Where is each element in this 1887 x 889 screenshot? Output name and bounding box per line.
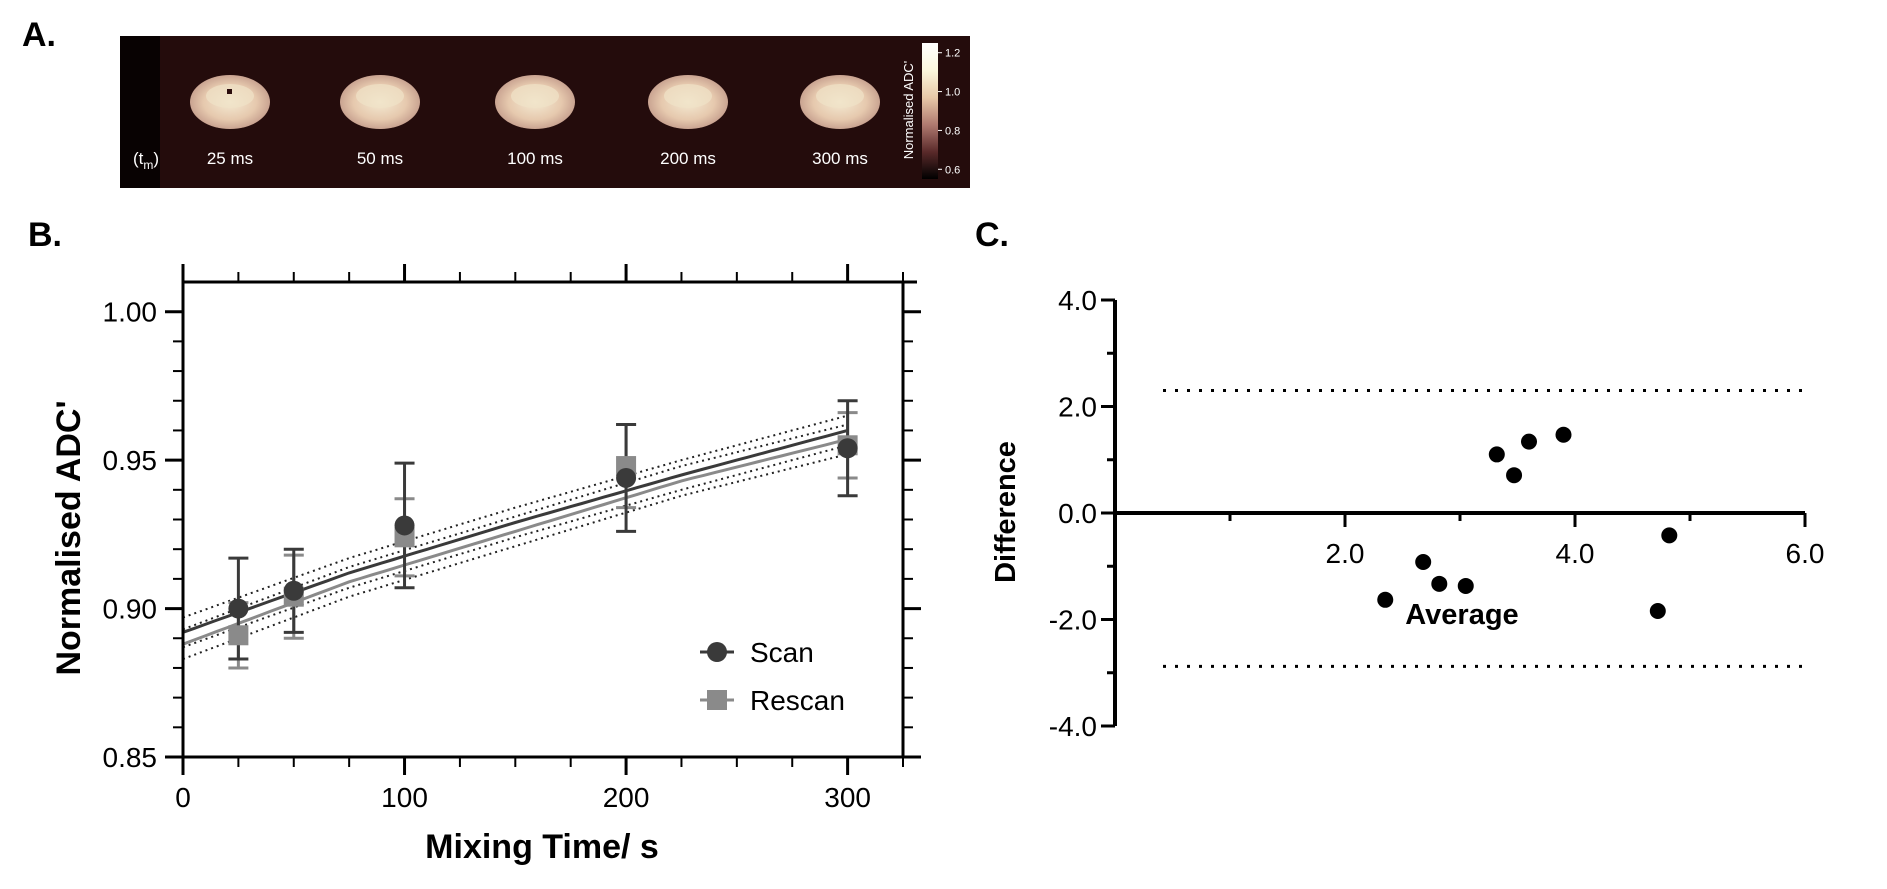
c-y-tick-label: -2.0 [1049, 605, 1097, 636]
c-point [1649, 602, 1666, 619]
slice-label-300: 300 ms [812, 149, 868, 168]
colorbar-tick-label: 0.6 [945, 164, 960, 176]
tm-label-sub: m [143, 158, 153, 172]
c-xlabel: Average [1405, 599, 1518, 631]
b-y-tick-label: 0.85 [103, 742, 158, 773]
c-point [1661, 527, 1678, 544]
brain-slice-3 [495, 75, 575, 129]
b-confidence-lower-rescan [182, 453, 848, 660]
b-point-scan [283, 580, 304, 601]
c-y-tick-label: 0.0 [1058, 498, 1097, 529]
brain-slice-highlight [816, 84, 864, 108]
slice-label-50: 50 ms [357, 149, 403, 168]
b-y-tick-label: 0.90 [103, 594, 158, 625]
brain-slice-highlight [356, 84, 404, 108]
c-ylabel: Difference [990, 441, 1022, 583]
b-y-tick-label: 0.95 [103, 445, 158, 476]
c-point [1555, 426, 1572, 443]
b-y-tick-label: 1.00 [103, 297, 158, 328]
b-confidence-upper-scan [182, 414, 848, 619]
tm-label-close: ) [153, 149, 159, 168]
b-x-tick-label: 300 [824, 782, 871, 813]
panel-a-letter: A. [22, 16, 56, 54]
b-legend: Scan Rescan [700, 637, 845, 716]
c-y-tick-label: 2.0 [1058, 392, 1097, 423]
slice-label-200: 200 ms [660, 149, 716, 168]
panel-c-chart: 4.0 2.0 0.0 -2.0 -4.0 2.0 4.0 6.0 Average Diffe… [990, 285, 1824, 742]
legend-scan-marker [707, 642, 727, 662]
legend-scan-label: Scan [750, 637, 814, 668]
colorbar-label: Normalised ADC' [901, 61, 916, 160]
c-x-tick-label: 4.0 [1556, 538, 1595, 569]
slice-label-25: 25 ms [207, 149, 253, 168]
b-confidence-lower-scan [182, 444, 848, 649]
brain-slice-dark-spot [227, 89, 232, 94]
c-y-tick-label: -4.0 [1049, 711, 1097, 742]
colorbar [922, 43, 938, 179]
brain-slice-highlight [206, 84, 254, 108]
b-x-tick-label: 200 [603, 782, 650, 813]
brain-slice-2 [340, 75, 420, 129]
colorbar-tick-label: 1.2 [945, 48, 960, 60]
colorbar-tick-label: 0.8 [945, 125, 960, 137]
b-point-scan [228, 598, 249, 619]
c-point [1506, 467, 1523, 484]
c-point [1377, 591, 1394, 608]
colorbar-tick-label: 1.0 [945, 87, 960, 99]
colorbar-ticks: 1.2 1.0 0.8 0.6 [938, 48, 960, 176]
c-point [1521, 433, 1537, 450]
b-point-scan [394, 515, 415, 536]
brain-slice-5 [800, 75, 880, 129]
c-point [1415, 553, 1432, 570]
b-fit-line-rescan [182, 437, 848, 646]
panel-c-letter: C. [975, 216, 1009, 254]
b-confidence-upper-rescan [182, 423, 848, 631]
panel-b-chart: 0 100 200 300 0.85 0.90 0.95 1.00 Mixing Time/ … [50, 264, 921, 866]
panel-a: (tm) 25 ms 50 ms 100 ms 200 ms 300 ms No… [120, 36, 970, 188]
brain-slice-highlight [511, 84, 559, 108]
brain-slice-1 [190, 75, 270, 129]
c-x-tick-label: 2.0 [1326, 538, 1365, 569]
brain-slice-highlight [664, 84, 712, 108]
b-x-tick-label: 0 [175, 782, 191, 813]
c-point [1457, 577, 1474, 594]
b-xlabel: Mixing Time/ s [425, 828, 659, 866]
tm-label-open: (t [133, 149, 144, 168]
slice-label-100: 100 ms [507, 149, 563, 168]
tm-label: (tm) [133, 149, 159, 172]
legend-rescan-marker [707, 690, 727, 710]
brain-slice-4 [648, 75, 728, 129]
c-point [1431, 575, 1448, 592]
b-point-rescan [228, 625, 249, 646]
b-ylabel: Normalised ADC' [50, 400, 88, 675]
c-y-tick-label: 4.0 [1058, 285, 1097, 316]
b-point-scan [616, 467, 637, 488]
panel-b-letter: B. [28, 216, 62, 254]
b-point-scan [837, 438, 858, 459]
c-x-tick-label: 6.0 [1786, 538, 1825, 569]
legend-rescan-label: Rescan [750, 685, 845, 716]
panel-a-left-strip [120, 36, 160, 188]
c-point [1488, 446, 1505, 463]
b-x-tick-label: 100 [381, 782, 428, 813]
